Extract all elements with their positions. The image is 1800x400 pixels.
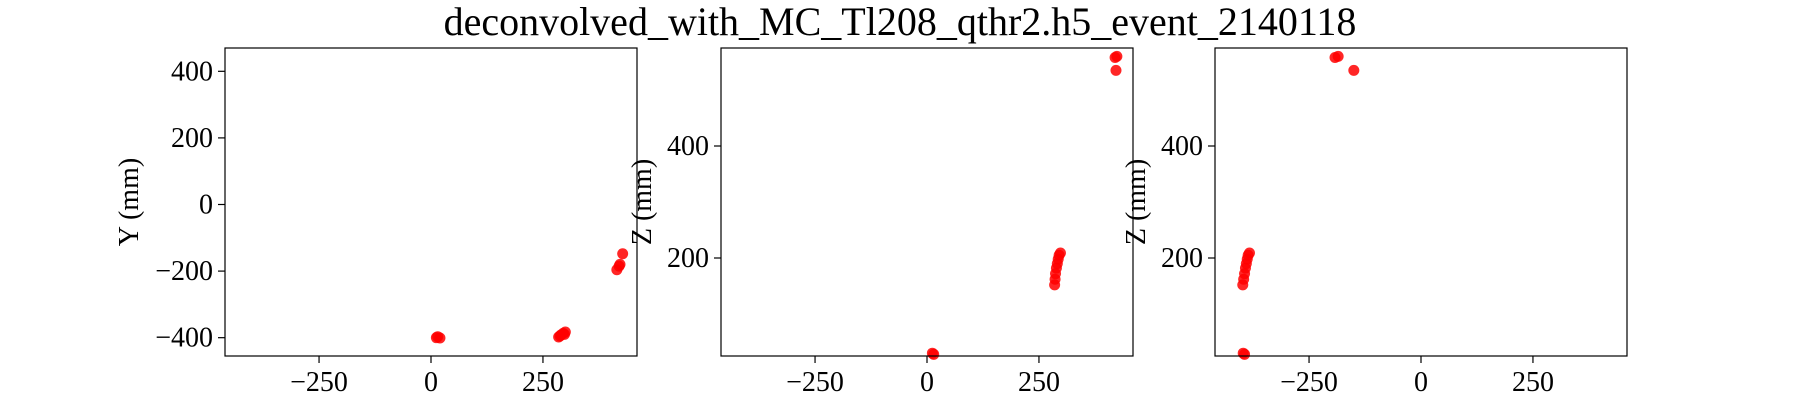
- x-tick-label: 0: [1414, 367, 1428, 398]
- y-axis-label: Z (mm): [1121, 159, 1152, 245]
- axes-frame: [1214, 47, 1628, 357]
- x-tick-label: −250: [290, 367, 348, 398]
- y-tick-label: 200: [667, 243, 709, 274]
- x-tick-label: 250: [1512, 367, 1554, 398]
- x-tick-label: 0: [920, 367, 934, 398]
- y-tick-label: −200: [155, 256, 213, 287]
- scatter-panel-1: −250 0 250 −400 −200 0 200 400 Y (mm): [114, 47, 638, 398]
- y-tick-label: 200: [1161, 243, 1203, 274]
- scatter-panel-3: −250 0 250 200 400 Z (mm): [1121, 47, 1628, 398]
- data-point: [1054, 247, 1066, 259]
- data-point: [1332, 50, 1344, 62]
- data-point: [614, 258, 626, 270]
- data-point: [554, 330, 566, 342]
- y-tick-label: 400: [667, 131, 709, 162]
- axes-frame: [720, 47, 1134, 357]
- figure-title: deconvolved_with_MC_Tl208_qthr2.h5_event…: [444, 0, 1357, 44]
- axes-frame: [224, 47, 638, 357]
- data-point: [1110, 64, 1122, 76]
- data-point: [1348, 64, 1360, 76]
- x-tick-label: −250: [1280, 367, 1338, 398]
- plots: −250 0 250 −400 −200 0 200 400 Y (mm) −250 0 250 200…: [114, 47, 1628, 398]
- y-axis-label: Z (mm): [627, 159, 658, 245]
- data-point: [928, 348, 940, 360]
- y-tick-label: 200: [171, 123, 213, 154]
- y-tick-label: 0: [199, 189, 213, 220]
- x-tick-label: −250: [786, 367, 844, 398]
- x-tick-label: 250: [522, 367, 564, 398]
- data-point: [434, 332, 446, 344]
- x-tick-label: 0: [424, 367, 438, 398]
- y-axis-label: Y (mm): [114, 158, 145, 246]
- data-point: [1239, 348, 1251, 360]
- scatter-panel-2: −250 0 250 200 400 Z (mm): [627, 47, 1134, 398]
- y-tick-label: 400: [171, 56, 213, 87]
- x-tick-label: 250: [1018, 367, 1060, 398]
- data-point: [1111, 50, 1123, 62]
- y-tick-label: −400: [155, 323, 213, 354]
- y-tick-label: 400: [1161, 131, 1203, 162]
- data-point: [617, 248, 629, 260]
- data-point: [1243, 247, 1255, 259]
